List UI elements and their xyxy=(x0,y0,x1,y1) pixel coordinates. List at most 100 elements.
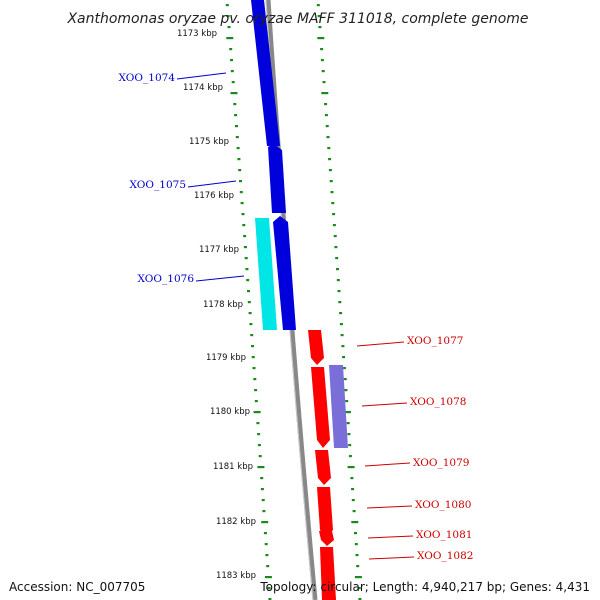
scale-dot xyxy=(229,48,233,51)
scale-dot xyxy=(264,543,268,546)
scale-dot xyxy=(330,191,334,194)
scale-dot xyxy=(352,510,356,513)
scale-dot xyxy=(340,334,344,337)
scale-dot xyxy=(339,312,343,315)
scale-dot xyxy=(240,202,244,205)
kbp-tick-label: 1176 kbp xyxy=(194,191,234,201)
scale-dot xyxy=(320,59,324,62)
kbp-tick-label: 1174 kbp xyxy=(183,83,223,93)
scale-dot xyxy=(267,587,271,590)
scale-dot xyxy=(341,345,345,348)
gene-label-xoo-1082[interactable]: XOO_1082 xyxy=(417,550,473,562)
gene-label-xoo-1077[interactable]: XOO_1077 xyxy=(407,335,463,347)
scale-dot xyxy=(226,15,230,18)
scale-dot xyxy=(350,477,354,480)
scale-dot xyxy=(256,422,260,425)
scale-dot xyxy=(257,466,265,469)
scale-dot xyxy=(335,257,339,260)
scale-dot xyxy=(338,301,342,304)
scale-dot xyxy=(325,125,329,128)
scale-dot xyxy=(251,345,254,348)
kbp-tick-label: 1178 kbp xyxy=(203,300,243,310)
left-tick-dot-track xyxy=(225,4,272,600)
gene-label-xoo-1075[interactable]: XOO_1075 xyxy=(130,179,186,191)
scale-dot xyxy=(258,455,262,458)
gene-label-xoo-1078[interactable]: XOO_1078 xyxy=(410,396,466,408)
scale-dot xyxy=(250,334,254,337)
scale-dot xyxy=(342,356,346,359)
gene-feature-xoo-1075[interactable] xyxy=(268,144,286,213)
scale-dot xyxy=(230,92,238,95)
scale-dot xyxy=(264,576,272,579)
gene-leader-line xyxy=(367,535,414,539)
gene-label-xoo-1079[interactable]: XOO_1079 xyxy=(413,457,469,469)
scale-dot xyxy=(317,15,321,18)
kbp-tick-label: 1180 kbp xyxy=(210,407,250,417)
scale-dot xyxy=(317,37,325,40)
accession-label: Accession: NC_007705 xyxy=(9,580,146,594)
kbp-tick-label: 1173 kbp xyxy=(177,29,217,39)
scale-dot xyxy=(257,444,261,447)
scale-dot xyxy=(243,235,247,238)
gene-leader-line xyxy=(176,72,227,80)
scale-dot xyxy=(247,301,251,304)
scale-dot xyxy=(347,466,355,469)
scale-dot xyxy=(351,521,359,524)
gene-feature-xoo-1074[interactable] xyxy=(251,0,280,146)
kbp-tick-label: 1183 kbp xyxy=(216,571,256,581)
gene-feature-xoo-1077[interactable] xyxy=(308,330,324,365)
scale-dot xyxy=(326,136,330,139)
gene-feature-xoo-1078[interactable] xyxy=(311,367,330,448)
topology-summary: Topology: circular; Length: 4,940,217 bp… xyxy=(260,580,590,594)
scale-dot xyxy=(241,213,245,216)
gene-label-xoo-1074[interactable]: XOO_1074 xyxy=(119,72,176,84)
kbp-tick-label: 1181 kbp xyxy=(213,462,253,472)
gene-feature-xoo-1082[interactable] xyxy=(320,547,336,600)
scale-dot xyxy=(238,169,242,172)
scale-dot xyxy=(260,488,264,491)
scale-dot xyxy=(344,389,348,392)
scale-dot xyxy=(351,488,355,491)
gene-leader-line xyxy=(364,462,411,467)
gene-label-xoo-1076[interactable]: XOO_1076 xyxy=(138,273,195,285)
gene-feature-xoo-1080[interactable] xyxy=(317,487,333,538)
scale-dot xyxy=(263,532,267,535)
scale-dot xyxy=(329,180,333,183)
scale-dot xyxy=(253,378,257,381)
gene-label-xoo-1080[interactable]: XOO_1080 xyxy=(415,499,471,511)
map-title: Xanthomonas oryzae pv. oryzae MAFF 31101… xyxy=(66,11,528,27)
scale-dot xyxy=(348,455,352,458)
scale-dot xyxy=(322,81,326,84)
scale-dot xyxy=(342,367,346,370)
scale-dot xyxy=(334,246,338,249)
scale-dot xyxy=(262,510,266,513)
gene-feature-xoo-1081[interactable] xyxy=(319,531,334,546)
scale-dot xyxy=(248,312,252,315)
scale-dot xyxy=(343,378,347,381)
scale-dot xyxy=(245,268,249,271)
scale-dot xyxy=(242,224,246,227)
kbp-tick-label: 1177 kbp xyxy=(199,245,239,255)
scale-dot xyxy=(253,411,261,414)
scale-dot xyxy=(261,499,265,502)
scale-dot xyxy=(356,565,360,568)
gene-feature-xoo-1076[interactable] xyxy=(273,216,296,330)
scale-dot xyxy=(336,268,339,271)
scale-dot xyxy=(243,246,247,249)
scale-dot xyxy=(327,147,331,150)
scale-dot xyxy=(226,37,234,40)
rna-feature-forward[interactable] xyxy=(255,218,277,330)
gene-label-xoo-1081[interactable]: XOO_1081 xyxy=(416,529,472,541)
gene-leader-line xyxy=(187,180,237,188)
rna-feature-reverse[interactable] xyxy=(329,365,348,448)
scale-dot xyxy=(251,356,255,359)
scale-dot xyxy=(237,158,241,161)
scale-dot xyxy=(339,323,343,326)
scale-dot xyxy=(358,598,362,600)
scale-dot xyxy=(230,59,233,62)
scale-dot xyxy=(233,103,237,106)
scale-dot xyxy=(246,279,250,282)
gene-leader-line xyxy=(356,341,405,347)
gene-feature-xoo-1079[interactable] xyxy=(315,450,331,485)
